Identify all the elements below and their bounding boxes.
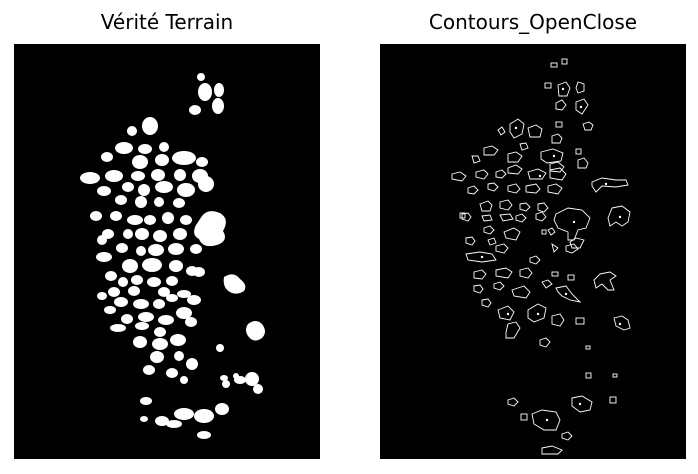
ground-truth-title: Vérité Terrain [100,10,234,34]
contours-title: Contours_OpenClose [428,10,638,34]
ground-truth-image [14,44,320,459]
contours-overlay [451,58,631,455]
ground-truth-mask [80,73,265,439]
contours-image [380,44,686,459]
